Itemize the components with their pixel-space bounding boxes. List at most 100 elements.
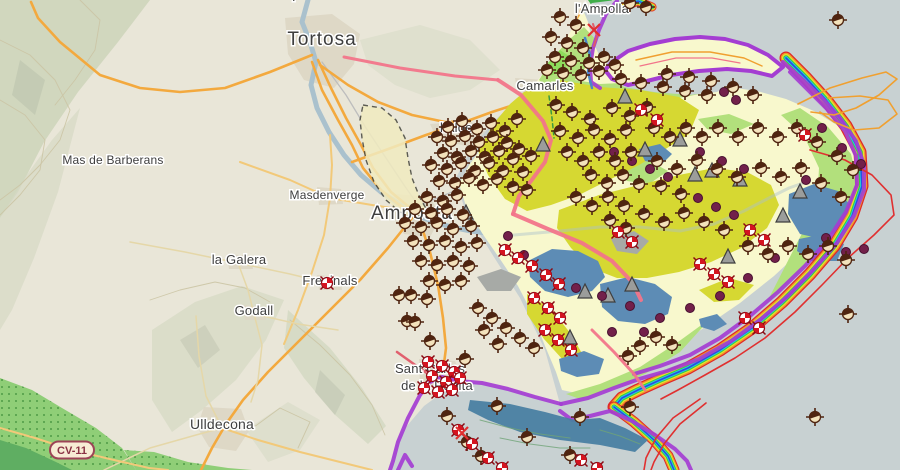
well-marker[interactable] <box>412 218 430 236</box>
well-marker[interactable] <box>490 142 508 160</box>
survey-point-red-marker[interactable] <box>756 232 772 248</box>
survey-point-red-marker[interactable] <box>524 258 540 274</box>
well-marker[interactable] <box>808 133 826 151</box>
station-triangle-marker[interactable] <box>617 87 633 104</box>
well-marker[interactable] <box>462 217 480 235</box>
well-marker[interactable] <box>595 48 613 66</box>
well-marker[interactable] <box>422 156 440 174</box>
well-marker[interactable] <box>454 206 472 224</box>
sample-dot-marker[interactable] <box>685 303 695 313</box>
well-marker[interactable] <box>438 407 456 425</box>
well-marker[interactable] <box>475 321 493 339</box>
well-marker[interactable] <box>574 152 592 170</box>
well-marker[interactable] <box>844 161 862 179</box>
well-marker[interactable] <box>567 188 585 206</box>
well-marker[interactable] <box>488 170 506 188</box>
well-marker[interactable] <box>612 70 630 88</box>
well-marker[interactable] <box>456 350 474 368</box>
station-triangle-marker[interactable] <box>637 140 653 157</box>
well-marker[interactable] <box>630 175 648 193</box>
well-marker[interactable] <box>510 140 528 158</box>
well-marker[interactable] <box>522 147 540 165</box>
survey-point-red-marker[interactable] <box>494 460 510 470</box>
well-marker[interactable] <box>658 65 676 83</box>
well-marker[interactable] <box>647 328 665 346</box>
well-marker[interactable] <box>739 237 757 255</box>
well-marker[interactable] <box>554 64 572 82</box>
well-marker[interactable] <box>497 319 515 337</box>
well-marker[interactable] <box>617 121 635 139</box>
well-marker[interactable] <box>412 252 430 270</box>
sample-dot-marker[interactable] <box>743 273 753 283</box>
red-cross-marker[interactable] <box>455 426 469 440</box>
well-marker[interactable] <box>518 181 536 199</box>
well-marker[interactable] <box>728 168 746 186</box>
well-marker[interactable] <box>590 62 608 80</box>
well-marker[interactable] <box>418 290 436 308</box>
well-marker[interactable] <box>538 61 556 79</box>
sample-dot-marker[interactable] <box>739 164 749 174</box>
well-marker[interactable] <box>460 257 478 275</box>
well-marker[interactable] <box>708 160 726 178</box>
well-marker[interactable] <box>525 339 543 357</box>
well-marker[interactable] <box>632 74 650 92</box>
well-marker[interactable] <box>474 176 492 194</box>
well-marker[interactable] <box>542 28 560 46</box>
well-marker[interactable] <box>837 251 855 269</box>
well-marker[interactable] <box>546 48 564 66</box>
well-marker[interactable] <box>606 56 624 74</box>
well-marker[interactable] <box>483 309 501 327</box>
survey-point-red-marker[interactable] <box>438 374 454 390</box>
well-marker[interactable] <box>715 221 733 239</box>
well-marker[interactable] <box>562 52 580 70</box>
well-marker[interactable] <box>619 347 637 365</box>
well-marker[interactable] <box>438 200 456 218</box>
well-marker[interactable] <box>453 112 471 130</box>
well-marker[interactable] <box>390 286 408 304</box>
well-marker[interactable] <box>428 256 446 274</box>
well-marker[interactable] <box>428 214 446 232</box>
well-marker[interactable] <box>406 313 424 331</box>
survey-point-red-marker[interactable] <box>649 112 665 128</box>
well-marker[interactable] <box>709 119 727 137</box>
survey-point-red-marker[interactable] <box>540 300 556 316</box>
well-marker[interactable] <box>420 272 438 290</box>
well-marker[interactable] <box>648 152 666 170</box>
well-marker[interactable] <box>806 408 824 426</box>
well-marker[interactable] <box>569 129 587 147</box>
well-marker[interactable] <box>677 119 695 137</box>
station-triangle-marker[interactable] <box>720 247 736 264</box>
well-marker[interactable] <box>488 397 506 415</box>
well-marker[interactable] <box>406 200 424 218</box>
well-marker[interactable] <box>702 72 720 90</box>
well-marker[interactable] <box>484 128 502 146</box>
survey-point-red-marker[interactable] <box>706 266 722 282</box>
well-marker[interactable] <box>652 177 670 195</box>
well-marker[interactable] <box>444 252 462 270</box>
well-marker[interactable] <box>668 160 686 178</box>
well-marker[interactable] <box>442 132 460 150</box>
station-triangle-marker[interactable] <box>672 130 688 147</box>
well-marker[interactable] <box>514 163 532 181</box>
well-marker[interactable] <box>828 147 846 165</box>
well-marker[interactable] <box>601 130 619 148</box>
well-marker[interactable] <box>468 234 486 252</box>
well-marker[interactable] <box>622 143 640 161</box>
well-marker[interactable] <box>635 205 653 223</box>
well-marker[interactable] <box>494 162 512 180</box>
survey-point-red-marker[interactable] <box>420 354 436 370</box>
well-marker[interactable] <box>580 54 598 72</box>
well-marker[interactable] <box>759 245 777 263</box>
well-marker[interactable] <box>511 329 529 347</box>
well-marker[interactable] <box>661 128 679 146</box>
sample-dot-marker[interactable] <box>817 123 827 133</box>
well-marker[interactable] <box>561 446 579 464</box>
survey-point-red-marker[interactable] <box>416 380 432 396</box>
well-marker[interactable] <box>590 143 608 161</box>
well-marker[interactable] <box>581 110 599 128</box>
well-marker[interactable] <box>452 272 470 290</box>
well-marker[interactable] <box>772 168 790 186</box>
well-marker[interactable] <box>769 128 787 146</box>
well-marker[interactable] <box>430 172 448 190</box>
